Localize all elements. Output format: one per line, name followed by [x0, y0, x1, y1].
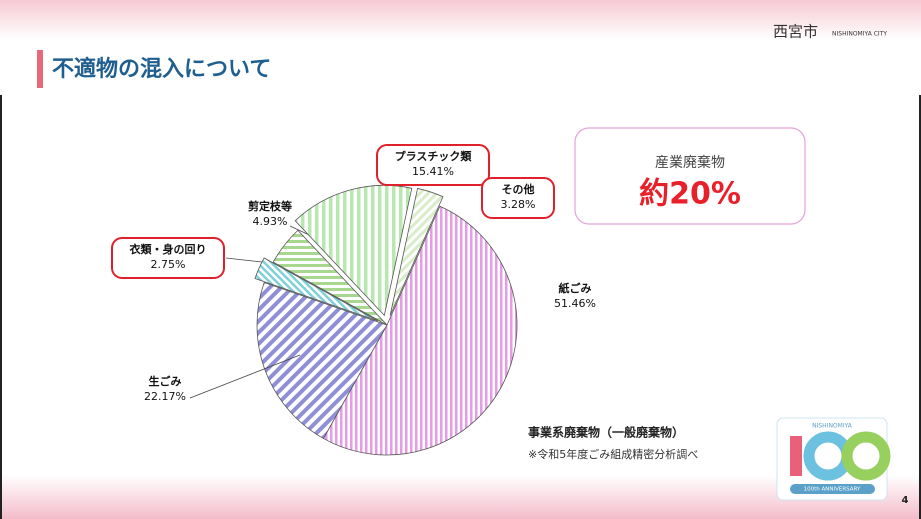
pie-slice: [389, 187, 444, 316]
highlight-box: [481, 177, 555, 219]
title-accent: [37, 50, 43, 88]
slice-value: 15.41%: [412, 165, 454, 178]
top-band: [0, 0, 921, 40]
leader-line: [225, 257, 263, 263]
callout-label: 産業廃棄物: [655, 154, 725, 171]
logo-ribbon: [790, 484, 875, 494]
slice-name: プラスチック類: [395, 149, 473, 163]
slice-value: 22.17%: [144, 390, 186, 403]
callout-value: 約20%: [639, 177, 741, 212]
city-name: 西宮市: [773, 23, 818, 41]
slice-value: 4.93%: [253, 215, 288, 228]
pie-slice: [294, 184, 413, 317]
slice-value: 2.75%: [151, 258, 186, 271]
pie-slice: [272, 229, 388, 326]
pie-slice: [322, 205, 518, 456]
logo-top: NISHINOMIYA: [812, 423, 853, 430]
slice-value: 51.46%: [554, 297, 596, 310]
highlight-box: [111, 237, 225, 279]
leader-line: [189, 354, 301, 399]
slice-name: 生ごみ: [149, 374, 182, 388]
logo: NISHINOMIYA 100th ANNIVERSARY: [776, 417, 891, 501]
slice-name: 剪定枝等: [248, 199, 292, 213]
slide-title: 不適物の混入について: [52, 56, 271, 82]
city-name-en: NISHINOMIYA CITY: [832, 31, 887, 38]
logo-bottom: 100th ANNIVERSARY: [804, 487, 861, 493]
pie-slice: [256, 282, 388, 439]
page-number: 4: [902, 495, 909, 506]
highlight-box: [376, 144, 490, 186]
slice-value: 3.28%: [501, 198, 536, 211]
pie-slice: [254, 257, 379, 322]
callout-box: [574, 127, 806, 225]
slice-name: 紙ごみ: [559, 281, 592, 295]
footnote-title: 事業系廃棄物（一般廃棄物）: [528, 425, 684, 440]
footnote-source: ※令和5年度ごみ組成精密分析調べ: [528, 447, 698, 461]
bottom-band: [0, 475, 921, 519]
slice-name: 衣類・身の回り: [130, 242, 207, 256]
slice-name: その他: [502, 182, 535, 196]
logo-one: [790, 436, 802, 476]
logo-zero-b: [841, 431, 891, 481]
